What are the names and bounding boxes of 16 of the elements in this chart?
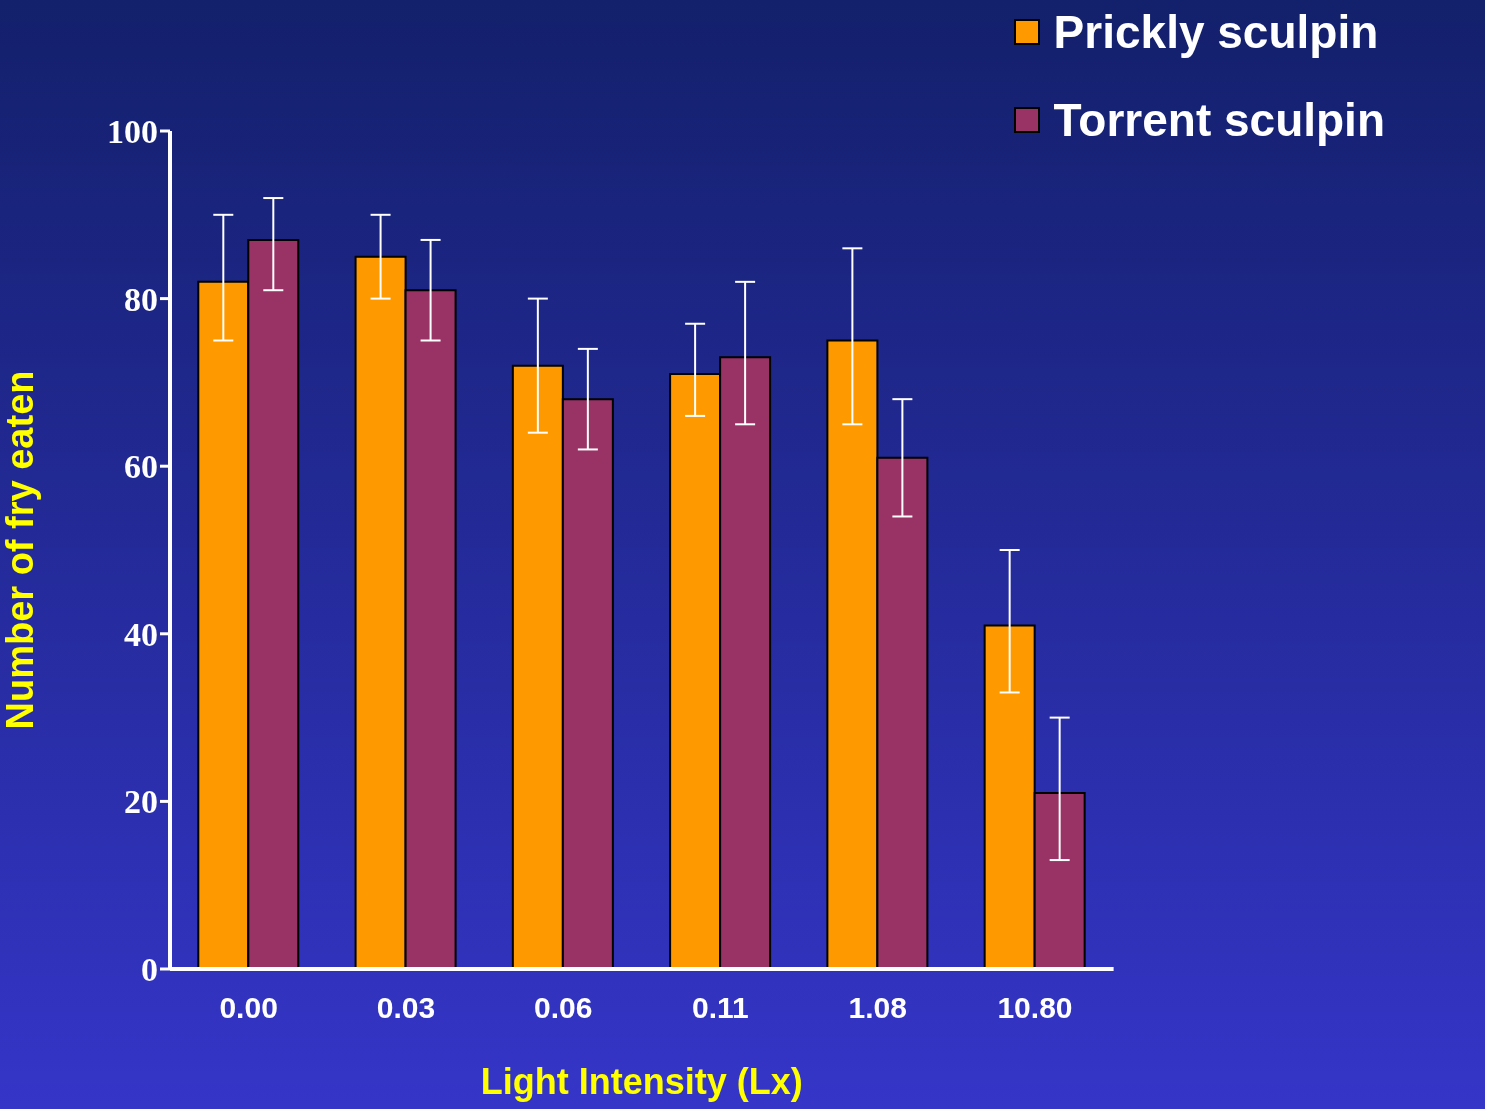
x-tick-label: 0.11 bbox=[692, 991, 749, 1025]
y-axis-title: Number of fry eaten bbox=[0, 370, 42, 730]
x-tick-label: 10.80 bbox=[997, 991, 1073, 1025]
y-tick-label: 80 bbox=[124, 280, 158, 318]
legend-label: Torrent sculpin bbox=[1053, 93, 1385, 147]
y-tick-label: 60 bbox=[124, 448, 158, 486]
y-tick-label: 40 bbox=[124, 615, 158, 653]
legend-label: Prickly sculpin bbox=[1053, 5, 1379, 59]
y-tick-label: 0 bbox=[141, 951, 158, 989]
x-tick-label: 0.06 bbox=[533, 991, 593, 1025]
y-tick-label: 100 bbox=[107, 113, 158, 151]
y-tick-label: 20 bbox=[124, 783, 158, 821]
x-tick-label: 1.08 bbox=[848, 991, 907, 1025]
x-axis-title: Light Intensity (Lx) bbox=[480, 1061, 803, 1102]
x-tick-label: 0.00 bbox=[219, 991, 278, 1025]
x-tick-label: 0.03 bbox=[376, 991, 436, 1025]
